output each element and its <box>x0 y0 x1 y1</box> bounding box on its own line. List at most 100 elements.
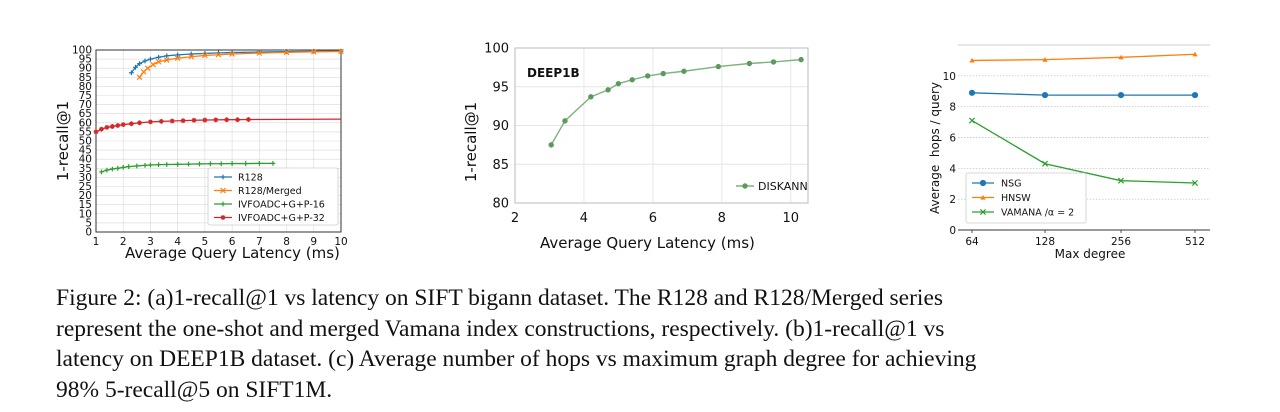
chart-a-x-ticks: 1 2 3 4 5 6 7 8 9 10 <box>93 236 348 248</box>
chart-b-legend-marker <box>742 183 748 189</box>
chart-c-line <box>971 53 1196 62</box>
caption-line-4: 98% 5-recall@5 on SIFT1M. <box>56 376 333 403</box>
chart-c-point <box>968 89 976 96</box>
chart-a-point <box>256 160 262 166</box>
chart-a-point <box>156 54 162 60</box>
chart-b-point <box>588 94 594 100</box>
chart-a-xtick-label: 7 <box>256 236 263 248</box>
chart-a-point <box>99 169 104 175</box>
chart-a-legend-marker <box>220 187 226 194</box>
chart-a-point <box>104 167 110 173</box>
caption-line-2: represent the one-shot and merged Vamana… <box>56 315 945 342</box>
chart-b-xlabel: Average Query Latency (ms) <box>540 234 755 252</box>
chart-b-point <box>615 80 622 87</box>
chart-c: 0 2 4 6 8 10 64 128 256 512 Max degree Average h… <box>928 44 1210 261</box>
chart-a-xtick-label: 4 <box>174 236 181 248</box>
chart-a-point <box>137 120 142 126</box>
chart-c-ylabel: Average hops / query <box>928 82 942 214</box>
chart-a-point <box>158 118 164 124</box>
chart-a-point <box>169 118 175 124</box>
chart-a-point <box>126 164 132 170</box>
chart-a-ytick-label: 75 <box>79 90 92 102</box>
chart-c-ytick-label: 10 <box>943 71 956 83</box>
chart-a-ytick-label: 65 <box>79 108 92 120</box>
chart-a-xtick-label: 10 <box>334 236 347 248</box>
chart-a-point <box>120 122 126 128</box>
chart-a-ytick-label: 60 <box>79 117 92 129</box>
chart-a-point <box>213 117 219 123</box>
chart-b-point <box>645 73 651 79</box>
chart-a-xlabel: Average Query Latency (ms) <box>125 244 340 262</box>
chart-c-legend-label: NSG <box>1001 179 1022 190</box>
chart-a-xtick-label: 9 <box>310 236 317 248</box>
chart-a-ytick-label: 100 <box>72 45 92 57</box>
chart-c-point <box>1042 57 1048 62</box>
chart-c-point <box>1192 51 1198 57</box>
chart-a-legend-label: IVFOADC+G+P-32 <box>238 213 325 224</box>
chart-a-point <box>188 53 195 60</box>
chart-b-y-ticks: 80 85 90 95 100 <box>484 42 509 212</box>
chart-a-point <box>156 162 162 168</box>
chart-a-xtick-label: 2 <box>120 236 127 248</box>
chart-a-point <box>128 70 134 76</box>
chart-a-series <box>93 48 344 175</box>
chart-a-point <box>164 53 170 59</box>
chart-a-point <box>104 124 110 130</box>
chart-a-point <box>191 117 197 123</box>
chart-a-legend-marker <box>220 215 226 220</box>
chart-a-point <box>229 51 235 57</box>
chart-a-point <box>270 160 276 166</box>
chart-c-series-0 <box>968 89 1199 99</box>
chart-a-legend-marker <box>220 201 226 207</box>
chart-c-ytick-label: 8 <box>949 102 956 114</box>
chart-a-series-1 <box>136 48 344 81</box>
chart-c-ytick-label: 2 <box>949 194 956 206</box>
chart-a-point <box>229 161 235 166</box>
chart-b-ytick-label: 90 <box>492 119 509 134</box>
chart-c-point <box>1118 54 1124 60</box>
chart-a-gridlines <box>95 49 342 233</box>
chart-a-ytick-label: 45 <box>79 145 92 157</box>
chart-a-point <box>235 117 240 123</box>
chart-b-frame <box>514 47 809 204</box>
chart-a-line <box>130 50 342 74</box>
chart-a-point <box>133 64 138 70</box>
chart-c-legend-box <box>965 172 1087 224</box>
chart-c-ytick-label: 6 <box>949 133 956 145</box>
chart-c-point <box>1117 92 1125 99</box>
chart-b-xtick-label: 2 <box>511 211 519 226</box>
chart-a: 0510152025303540455055606570758085909510… <box>54 45 348 263</box>
chart-c-legend-marker <box>980 194 986 200</box>
chart-a-xtick-label: 8 <box>283 236 290 248</box>
chart-c-ytick-label: 4 <box>949 163 956 175</box>
chart-c-point <box>1041 160 1049 167</box>
chart-a-point <box>186 161 191 167</box>
chart-a-series-3 <box>93 117 342 135</box>
chart-b-xtick-label: 8 <box>718 211 726 226</box>
chart-a-legend: R128 R128/Merged IVFOADC+G+P-16 IVFOADC+G+P… <box>207 167 339 226</box>
chart-b-legend: DISKANN <box>736 180 808 193</box>
chart-c-legend: NSG HNSW VAMANA /α = 2 <box>965 172 1087 224</box>
chart-a-point <box>148 119 153 125</box>
chart-b-point <box>746 60 753 67</box>
chart-a-ytick-label: 25 <box>79 181 92 193</box>
chart-a-point <box>120 164 126 170</box>
chart-a-ytick-label: 50 <box>79 136 92 148</box>
chart-b-xtick-label: 4 <box>580 211 588 226</box>
chart-a-point <box>137 61 142 67</box>
chart-b-point <box>605 87 611 93</box>
chart-a-ytick-label: 85 <box>79 72 92 84</box>
chart-a-ytick-label: 55 <box>79 126 92 138</box>
chart-c-point <box>1191 179 1199 187</box>
caption-line-3: latency on DEEP1B dataset. (c) Average n… <box>56 346 977 372</box>
chart-a-point <box>142 162 148 168</box>
chart-a-ytick-label: 0 <box>85 227 92 239</box>
chart-b-xtick-label: 10 <box>782 211 799 226</box>
chart-c-point <box>1041 92 1049 99</box>
chart-c-xtick-label: 128 <box>1035 236 1055 248</box>
chart-a-point <box>338 48 344 55</box>
chart-a-y-ticks: 0510152025303540455055606570758085909510… <box>72 45 92 239</box>
chart-b-point <box>660 70 666 77</box>
chart-c-line <box>971 119 1196 184</box>
chart-c-legend-label: HNSW <box>1001 193 1031 204</box>
